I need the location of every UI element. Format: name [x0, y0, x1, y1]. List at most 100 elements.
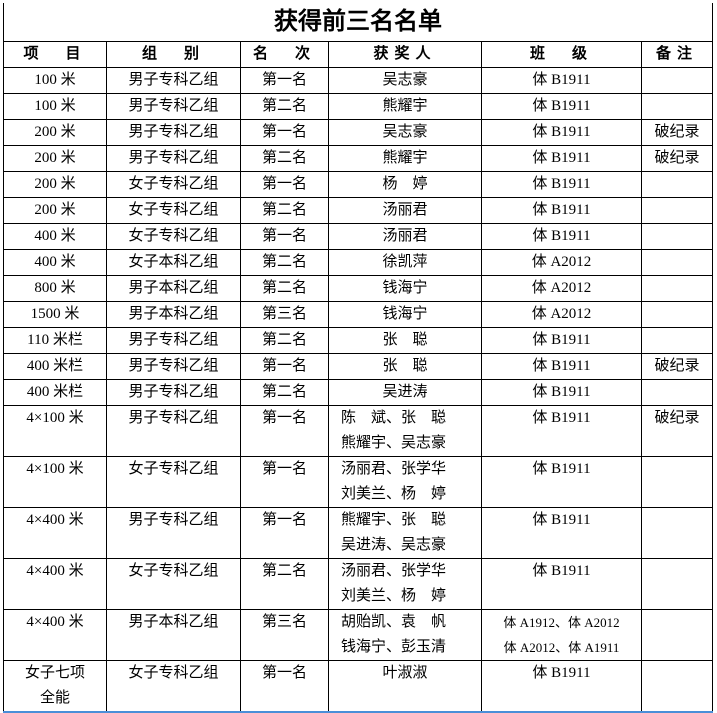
event-cell: 4×400 米	[3, 507, 107, 559]
table-row: 4×100 米女子专科乙组 第一名 汤丽君、张学华 刘美兰、杨 婷 体 B1911	[3, 456, 714, 508]
note-cell	[640, 171, 714, 198]
rank-cell: 第一名	[240, 660, 329, 713]
winners-table: 获得前三名名单 项 目 组 别 名 次 获奖人 班 级 备注 100 米男子专科…	[2, 3, 714, 713]
winner-line: 徐凯萍	[382, 254, 428, 270]
class-line: 体 A2012、体 A1911	[503, 640, 620, 655]
note-cell	[640, 223, 714, 250]
class-cell: 体 B1911	[481, 327, 642, 354]
class-cell: 体 B1911	[481, 405, 642, 457]
table-row: 女子七项 全能 女子专科乙组 第一名 叶淑淑 体 B1911	[3, 660, 714, 713]
note-cell	[640, 456, 714, 508]
group-cell: 男子专科乙组	[106, 327, 241, 354]
class-cell: 体 B1911	[481, 197, 642, 224]
winners-cell: 杨 婷	[328, 171, 482, 198]
class-line: 体 B1911	[532, 176, 591, 192]
class-cell: 体 B1911	[481, 145, 642, 172]
table-row: 400 米女子本科乙组 第二名 徐凯萍 体 A2012	[3, 249, 714, 276]
class-line: 体 B1911	[532, 202, 591, 218]
winners-cell: 陈 斌、张 聪熊耀宇、吴志豪	[328, 405, 482, 457]
rank-cell: 第一名	[240, 119, 329, 146]
table-row: 400 米栏 男子专科乙组 第二名 吴进涛 体 B1911	[3, 379, 714, 406]
group-cell: 女子专科乙组	[106, 456, 241, 508]
class-line: 体 B1911	[532, 150, 591, 166]
table-row: 1500 米男子本科乙组 第三名 钱海宁 体 A2012	[3, 301, 714, 328]
note-cell	[640, 197, 714, 224]
event-cell: 1500 米	[3, 301, 107, 328]
event-cell: 200 米	[3, 171, 107, 198]
note-cell	[640, 275, 714, 302]
winners-cell: 徐凯萍	[328, 249, 482, 276]
note-cell	[640, 609, 714, 661]
winners-cell: 汤丽君	[328, 223, 482, 250]
table-row: 4×100 米男子专科乙组 第一名陈 斌、张 聪熊耀宇、吴志豪 体 B1911 破纪录	[3, 405, 714, 457]
table-row: 100 米男子专科乙组 第一名 吴志豪 体 B1911	[3, 67, 714, 94]
event-cell: 女子七项 全能	[3, 660, 107, 713]
rank-cell: 第三名	[240, 301, 329, 328]
note-cell	[640, 327, 714, 354]
class-cell: 体 B1911	[481, 379, 642, 406]
table-row: 200 米女子专科乙组 第二名 汤丽君 体 B1911	[3, 197, 714, 224]
class-cell: 体 B1911	[481, 119, 642, 146]
class-cell: 体 B1911	[481, 223, 642, 250]
event-cell: 4×100 米	[3, 405, 107, 457]
winner-line: 熊耀宇、吴志豪	[341, 435, 447, 451]
winner-line: 汤丽君、张学华	[341, 461, 447, 477]
rank-cell: 第一名	[240, 507, 329, 559]
class-line: 体 A2012	[531, 306, 592, 322]
header-class: 班 级	[481, 41, 642, 68]
table-row: 100 米男子专科乙组 第二名 熊耀宇 体 B1911	[3, 93, 714, 120]
rank-cell: 第一名	[240, 171, 329, 198]
winner-line: 叶淑淑	[382, 665, 428, 681]
class-line: 体 B1911	[532, 665, 591, 681]
table-row: 400 米女子专科乙组 第一名 汤丽君 体 B1911	[3, 223, 714, 250]
winner-line: 刘美兰、杨 婷	[341, 588, 447, 604]
class-cell: 体 B1911	[481, 507, 642, 559]
winner-line: 陈 斌、张 聪	[341, 410, 447, 426]
table-row: 110 米栏 男子专科乙组 第二名 张 聪 体 B1911	[3, 327, 714, 354]
rank-cell: 第一名	[240, 353, 329, 380]
table-row: 400 米栏 男子专科乙组 第一名 张 聪 体 B1911 破纪录	[3, 353, 714, 380]
winners-cell: 熊耀宇	[328, 145, 482, 172]
group-cell: 女子专科乙组	[106, 223, 241, 250]
class-line: 体 A2012	[531, 254, 592, 270]
event-cell: 110 米栏	[3, 327, 107, 354]
class-cell: 体 B1911	[481, 558, 642, 610]
rank-cell: 第二名	[240, 93, 329, 120]
winners-cell: 汤丽君、张学华 刘美兰、杨 婷	[328, 558, 482, 610]
winner-line: 汤丽君	[382, 202, 428, 218]
class-cell: 体 A2012	[481, 275, 642, 302]
table-row: 200 米男子专科乙组 第一名 吴志豪 体 B1911 破纪录	[3, 119, 714, 146]
group-cell: 男子专科乙组	[106, 67, 241, 94]
group-cell: 男子本科乙组	[106, 301, 241, 328]
class-cell: 体 B1911	[481, 67, 642, 94]
winner-line: 张 聪	[382, 358, 428, 374]
class-line: 体 A1912、体 A2012	[503, 615, 620, 630]
winners-cell: 钱海宁	[328, 301, 482, 328]
winner-line: 吴进涛	[382, 384, 428, 400]
winners-cell: 汤丽君	[328, 197, 482, 224]
header-row: 项 目 组 别 名 次 获奖人 班 级 备注	[3, 41, 714, 68]
event-cell: 200 米	[3, 119, 107, 146]
group-cell: 男子本科乙组	[106, 609, 241, 661]
winners-cell: 叶淑淑	[328, 660, 482, 713]
winners-cell: 熊耀宇、张 聪吴进涛、吴志豪	[328, 507, 482, 559]
class-cell: 体 B1911	[481, 353, 642, 380]
winner-line: 钱海宁	[382, 306, 428, 322]
winner-line: 钱海宁、彭玉清	[341, 639, 447, 655]
class-line: 体 B1911	[532, 410, 591, 426]
winners-cell: 张 聪	[328, 353, 482, 380]
event-cell: 100 米	[3, 93, 107, 120]
note-cell	[640, 558, 714, 610]
winners-cell: 吴志豪	[328, 119, 482, 146]
table-row: 4×400 米男子本科乙组 第三名 胡贻凯、袁 帆钱海宁、彭玉清体 A1912、体 …	[3, 609, 714, 661]
note-cell	[640, 67, 714, 94]
note-cell: 破纪录	[640, 353, 714, 380]
class-cell: 体 A1912、体 A2012 体 A2012、体 A1911	[481, 609, 642, 661]
class-line: 体 B1911	[532, 72, 591, 88]
group-cell: 女子本科乙组	[106, 249, 241, 276]
rank-cell: 第三名	[240, 609, 329, 661]
note-cell: 破纪录	[640, 405, 714, 457]
event-cell: 4×400 米	[3, 609, 107, 661]
winner-line: 钱海宁	[382, 280, 428, 296]
class-line: 体 B1911	[532, 124, 591, 140]
